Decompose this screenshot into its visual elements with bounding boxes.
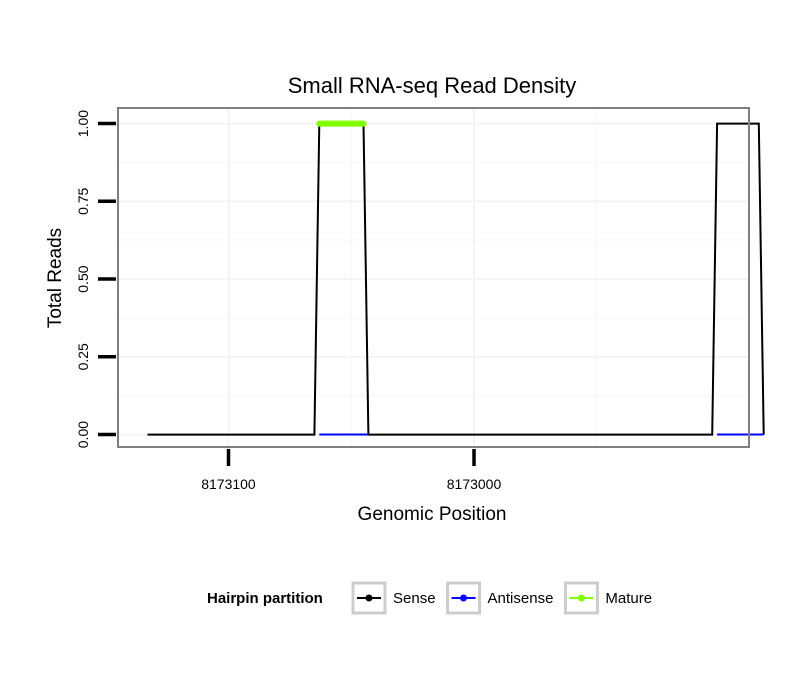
y-tick-label: 0.75: [75, 187, 91, 214]
chart-title: Small RNA-seq Read Density: [288, 73, 577, 98]
x-tick-label: 8173100: [201, 476, 256, 492]
y-tick-label: 0.25: [75, 343, 91, 370]
legend: Hairpin partition Sense Antisense Mature: [207, 581, 652, 615]
legend-key-dot: [365, 594, 373, 602]
x-axis-title: Genomic Position: [358, 504, 507, 525]
y-tick-label: 1.00: [75, 110, 91, 137]
legend-label-mature: Mature: [605, 590, 652, 607]
legend-item-antisense: Antisense: [446, 581, 554, 615]
y-tick-label: 0.50: [75, 265, 91, 292]
legend-label-antisense: Antisense: [488, 590, 554, 607]
x-tick-label: 8173000: [447, 476, 502, 492]
series-layer: [147, 120, 765, 436]
y-tick-label: 0.00: [75, 421, 91, 448]
y-axis-title: Total Reads: [45, 228, 66, 328]
legend-label-sense: Sense: [393, 590, 436, 607]
legend-item-sense: Sense: [351, 581, 436, 615]
plot-panel: [118, 108, 749, 447]
legend-key-dot: [460, 594, 468, 602]
grid-lines: [118, 108, 749, 447]
plot-border: [117, 107, 750, 448]
legend-item-mature: Mature: [563, 581, 652, 615]
x-axis: 8173100 8173000: [201, 449, 501, 492]
legend-key-dot: [577, 594, 585, 602]
legend-title: Hairpin partition: [207, 590, 323, 607]
y-axis: 0.00 0.25 0.50 0.75 1.00: [75, 110, 116, 448]
